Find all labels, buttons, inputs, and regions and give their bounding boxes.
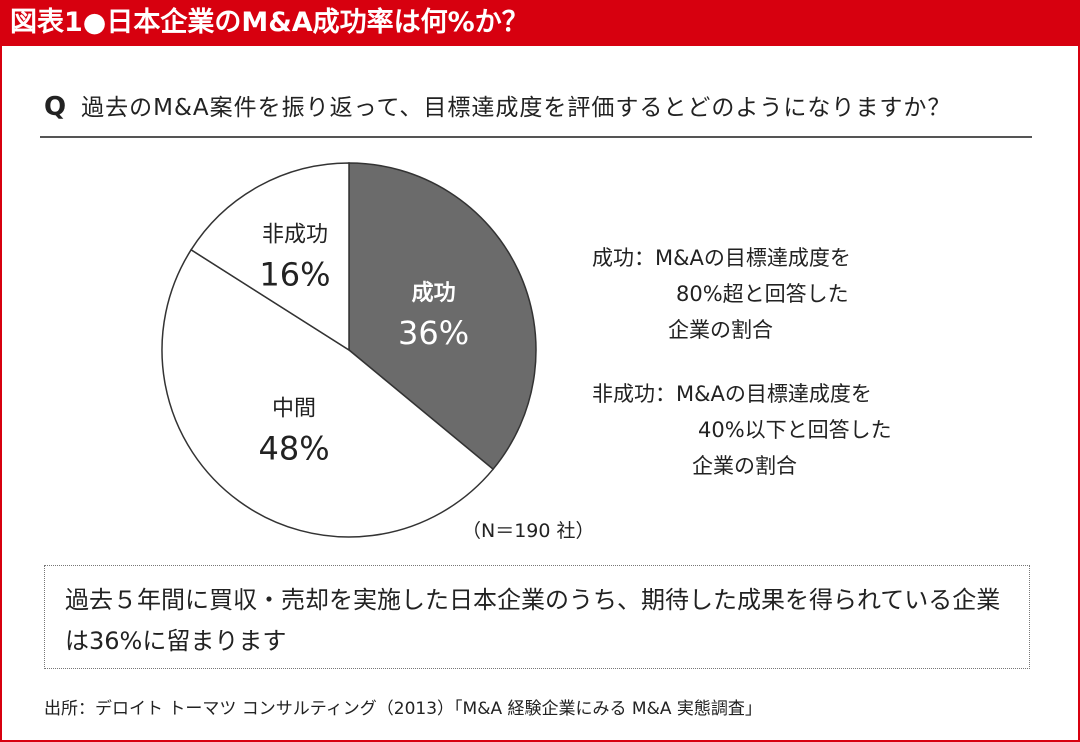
- legend-line: M&Aの目標達成度を: [676, 382, 872, 406]
- legend-line: 80%超と回答した: [676, 282, 849, 306]
- legend-line: 40%以下と回答した: [698, 418, 892, 442]
- divider: [40, 136, 1032, 138]
- legend-line: 企業の割合: [692, 454, 797, 478]
- question-text: 過去のM&A案件を振り返って、目標達成度を評価するとどのようになりますか？: [81, 95, 952, 121]
- figure-title: 図表1●日本企業のM&A成功率は何%か？: [0, 0, 1080, 46]
- legend-line: 企業の割合: [668, 318, 773, 342]
- source-note: 出所：デロイト トーマツ コンサルティング（2013）「M&A 経験企業にみる …: [44, 699, 762, 719]
- slice-label: 非成功: [262, 223, 328, 248]
- legend-failure: 非成功：M&Aの目標達成度を 40%以下と回答した 企業の割合: [592, 376, 892, 484]
- summary-box: 過去５年間に買収・売却を実施した日本企業のうち、期待した成果を得られている企業は…: [44, 565, 1030, 669]
- legend-term: 非成功：: [592, 382, 676, 406]
- legend-term: 成功：: [592, 246, 655, 270]
- question-mark: Q: [44, 92, 68, 122]
- legend-line: M&Aの目標達成度を: [655, 246, 851, 270]
- slice-value-label: 48%: [258, 430, 329, 468]
- question: Q 過去のM&A案件を振り返って、目標達成度を評価するとどのようになりますか？: [44, 88, 951, 122]
- sample-size-note: （N＝190 社）: [462, 520, 595, 542]
- slice-value-label: 16%: [259, 256, 330, 294]
- slice-value-label: 36%: [398, 314, 469, 352]
- slice-label: 成功: [412, 281, 456, 306]
- pie-slice-1: [161, 248, 495, 538]
- pie-slice-0: [348, 162, 537, 471]
- slice-label: 中間: [272, 397, 316, 422]
- legend-success: 成功：M&Aの目標達成度を 80%超と回答した 企業の割合: [592, 240, 851, 348]
- pie-slice-2: [190, 162, 350, 352]
